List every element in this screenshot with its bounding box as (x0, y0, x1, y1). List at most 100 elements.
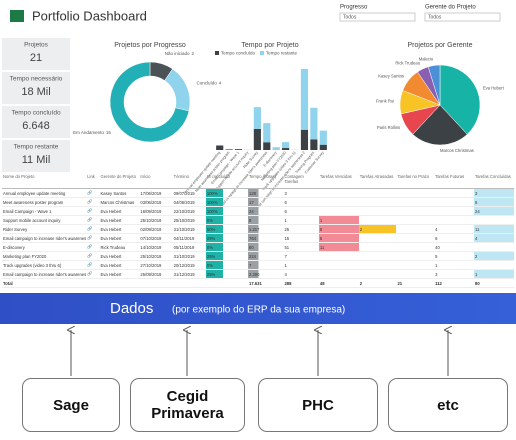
table-cell (318, 197, 359, 207)
table-cell: 1 (318, 215, 359, 225)
table-row: Meet awareness poster program 🔗 Marcos Chr… (2, 197, 514, 207)
table-cell: 1.217 (247, 224, 284, 234)
table-cell (318, 269, 359, 279)
pie-label: Rick Trudeau (395, 61, 420, 66)
kpi-card (2, 106, 70, 138)
bar-segment (282, 148, 290, 150)
table-cell: Rick Trudeau (99, 242, 140, 252)
table-cell (318, 251, 359, 261)
table-row: E-discovery 🔗 Rick Trudeau 14/10/2019 05/11/… (2, 242, 514, 252)
table-cell[interactable]: 🔗 (86, 224, 100, 234)
table-row: Email campaign to increase rider's aware… (2, 269, 514, 279)
table-cell: 100% (205, 197, 248, 207)
table-cell (474, 260, 514, 270)
pie-label: Marcos Christmas (440, 148, 474, 153)
table-cell: 31/12/2019 (172, 269, 206, 279)
app-icon (10, 10, 24, 22)
source-box: Sage (22, 378, 120, 432)
table-cell (358, 242, 397, 252)
table-cell[interactable]: 🔗 (86, 215, 100, 225)
header-cell: Nome do Projeto (2, 174, 87, 189)
table-cell (434, 215, 475, 225)
table-cell (434, 206, 475, 216)
header-cell: Tarefas no Prazo (396, 174, 435, 189)
donut-slice (109, 61, 190, 143)
table-cell (358, 206, 397, 216)
table-cell: 8 (318, 224, 359, 234)
bar-segment (253, 107, 261, 129)
table-cell: 07/10/2019 (139, 233, 173, 243)
table-cell: Annual employee update meeting (2, 188, 87, 198)
table-cell: 0% (205, 242, 248, 252)
legend-swatch (260, 51, 264, 55)
total-cell: Total (2, 278, 87, 288)
pie-slice (427, 64, 441, 106)
table-cell[interactable]: 🔗 (86, 242, 100, 252)
table-cell (396, 215, 435, 225)
table-cell: 1 (474, 269, 514, 279)
table-cell: 224 (247, 251, 284, 261)
table-cell: 3 (474, 188, 514, 198)
table-cell: 7 (283, 251, 319, 261)
table-cell: Meet awareness poster program (2, 197, 87, 207)
table-cell: 7 (247, 260, 284, 270)
header-cell: Término (172, 174, 206, 189)
table-cell (396, 251, 435, 261)
pie-slice (412, 104, 468, 146)
table-cell (396, 224, 435, 234)
table-cell[interactable]: 🔗 (86, 233, 100, 243)
table-cell: 5 (434, 251, 475, 261)
bar-segment (225, 149, 233, 150)
table-cell: 6 (283, 206, 319, 216)
table-cell (434, 188, 475, 198)
kpi-value: 21 (30, 52, 42, 64)
table-cell: 2.300 (247, 269, 284, 279)
table-cell: 24 (247, 206, 284, 216)
filter-box[interactable] (339, 12, 416, 22)
filter-value[interactable]: Todos (343, 14, 357, 20)
category: Não iniciado (165, 51, 190, 56)
table-cell: 03/06/2019 (139, 197, 173, 207)
table-cell[interactable]: 🔗 (86, 251, 100, 261)
header-cell: Contagem Tarefas (283, 174, 319, 189)
total-cell (205, 278, 248, 288)
donut-label: Concluído 4 (197, 81, 222, 86)
data-title: Dados (110, 300, 153, 317)
kpi-label: Projetos (24, 42, 49, 49)
kpi-value: 18 Mil (21, 86, 50, 98)
table-cell: 4 (434, 224, 475, 234)
table-cell[interactable]: 🔗 (86, 197, 100, 207)
header-cell: % concluído (205, 174, 248, 189)
total-cell: 17.631 (247, 278, 284, 288)
table-cell: 128 (247, 188, 284, 198)
pie-slice (439, 64, 481, 135)
dashboard-title: Portfolio Dashboard (32, 8, 147, 23)
filter-label: Gerente do Projeto (425, 5, 476, 11)
chart-title: Projetos por Progresso (114, 42, 186, 49)
kpi-label: Tempo necessário (10, 76, 63, 83)
table-cell[interactable]: 🔗 (86, 188, 100, 198)
table-cell: 4 (474, 233, 514, 243)
table-cell (318, 188, 359, 198)
table-cell: 02/09/2019 (139, 224, 173, 234)
table-cell: 25% (205, 251, 248, 261)
table-cell: Track upgrades (video 3 thru 6) (2, 260, 87, 270)
table-cell[interactable]: 🔗 (86, 206, 100, 216)
table-row: Support mobile account inquiry 🔗 Eva Heber… (2, 215, 514, 225)
total-cell (139, 278, 173, 288)
header-cell: Gerente do Projeto (99, 174, 140, 189)
table-cell: 11 (318, 242, 359, 252)
table-cell: 0% (205, 260, 248, 270)
table-cell (396, 233, 435, 243)
pie-label: Kasey Santos (378, 73, 404, 78)
kpi-label: Tempo restante (14, 144, 59, 151)
filter-box[interactable] (424, 12, 501, 22)
table-cell: 15 (283, 233, 319, 243)
table-cell: 2 (358, 224, 397, 234)
table-cell: 100% (205, 206, 248, 216)
filter-value[interactable]: Todos (428, 14, 442, 20)
table-cell[interactable]: 🔗 (86, 260, 100, 270)
table-cell: 1 (283, 260, 319, 270)
table-cell[interactable]: 🔗 (86, 269, 100, 279)
kpi-value: 11 Mil (22, 154, 51, 166)
